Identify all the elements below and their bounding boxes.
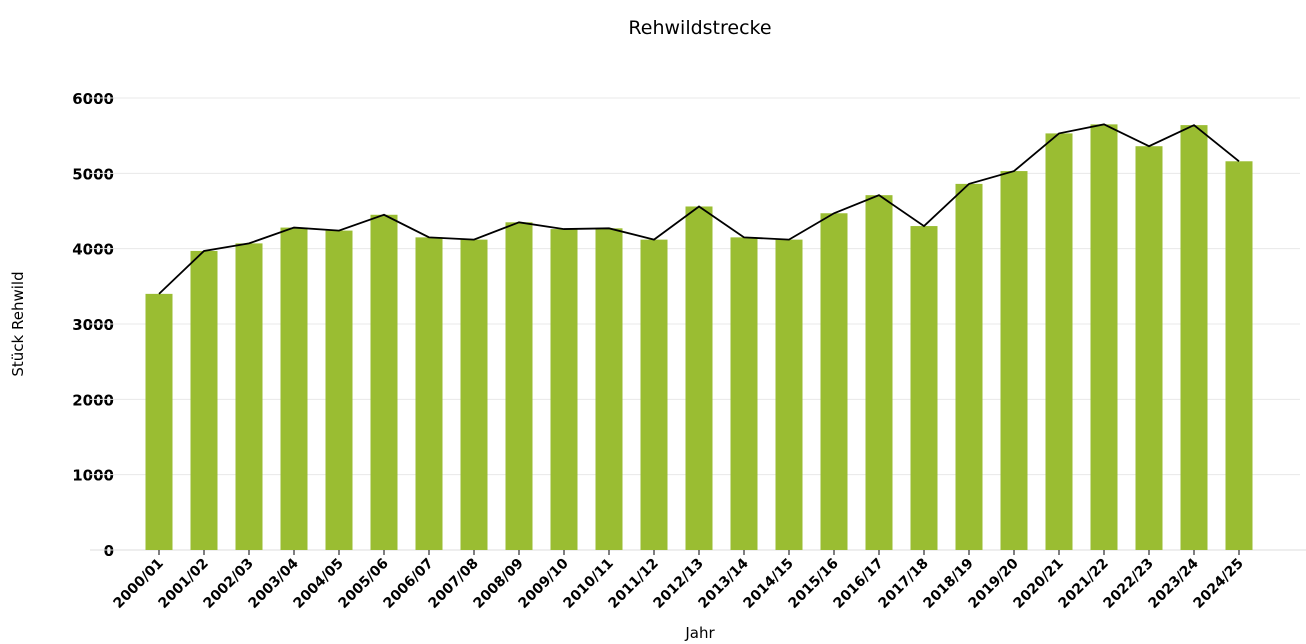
y-tick-label: 3000 [72, 316, 114, 334]
bar [1135, 146, 1163, 551]
bar [730, 237, 758, 550]
bar [145, 293, 173, 550]
bar [370, 214, 398, 550]
bar [460, 239, 488, 551]
bar [550, 229, 578, 550]
bar [415, 237, 443, 550]
x-tick-label: 2024/25 [1191, 556, 1247, 612]
bar [820, 213, 848, 550]
y-tick-label: 6000 [72, 90, 114, 108]
bar [235, 243, 263, 551]
bar [280, 227, 308, 550]
bar [190, 250, 218, 550]
bar [1000, 171, 1028, 550]
bar [955, 183, 983, 550]
bar [865, 195, 893, 550]
bar [775, 239, 803, 551]
bar [685, 206, 713, 551]
bar [1180, 125, 1208, 551]
y-axis-label: Stück Rehwild [9, 271, 27, 376]
trend-line [158, 123, 1240, 295]
bar [910, 226, 938, 551]
bar [595, 228, 623, 550]
bar [1225, 161, 1253, 550]
y-tick-label: 2000 [72, 391, 114, 409]
bar [505, 222, 533, 551]
bar [1045, 133, 1073, 550]
bar [1090, 124, 1118, 550]
y-tick-label: 4000 [72, 241, 114, 259]
chart-title: Rehwildstrecke [628, 17, 771, 39]
y-tick-label: 1000 [72, 467, 114, 485]
x-axis-label: Jahr [684, 624, 715, 642]
bar [640, 239, 668, 551]
bar [325, 230, 353, 550]
y-tick-label: 0 [104, 542, 114, 560]
y-tick-label: 5000 [72, 165, 114, 183]
